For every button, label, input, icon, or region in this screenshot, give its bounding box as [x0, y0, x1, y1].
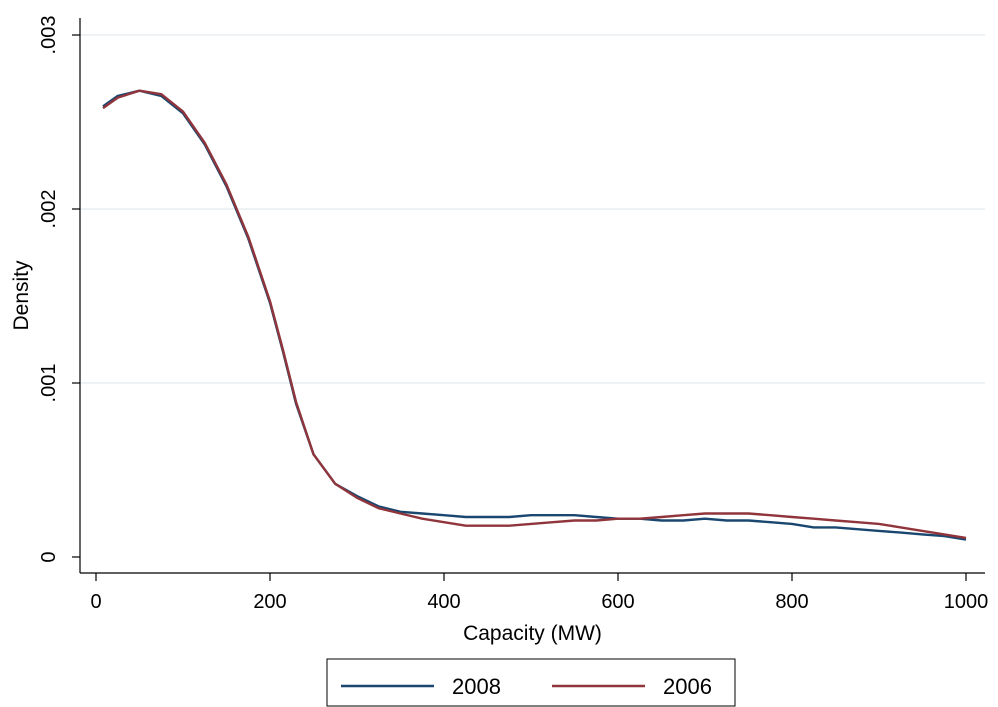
legend-label-2006: 2006: [663, 674, 712, 699]
x-tick-label: 400: [427, 591, 460, 613]
series-lines: [102, 89, 967, 541]
x-ticks: 0 200 400 600 800 1000: [90, 573, 988, 613]
y-ticks: 0 .001 .002 .003: [38, 16, 80, 563]
gridlines: [80, 34, 985, 384]
y-tick-label: 0: [38, 551, 60, 562]
axes: [79, 18, 985, 574]
y-tick-label: .002: [38, 190, 60, 229]
x-tick-label: 200: [253, 591, 286, 613]
legend: 2008 2006: [326, 658, 736, 707]
legend-box: [326, 658, 736, 707]
series-line-2006: [102, 89, 967, 540]
y-tick-label: .003: [38, 16, 60, 55]
x-tick-label: 800: [775, 591, 808, 613]
y-axis-title: Density: [10, 260, 33, 331]
x-tick-label: 1000: [944, 591, 989, 613]
x-tick-label: 0: [90, 591, 101, 613]
x-axis-title: Capacity (MW): [463, 622, 602, 645]
legend-label-2008: 2008: [452, 674, 501, 699]
y-tick-label: .001: [38, 364, 60, 403]
x-tick-label: 600: [601, 591, 634, 613]
